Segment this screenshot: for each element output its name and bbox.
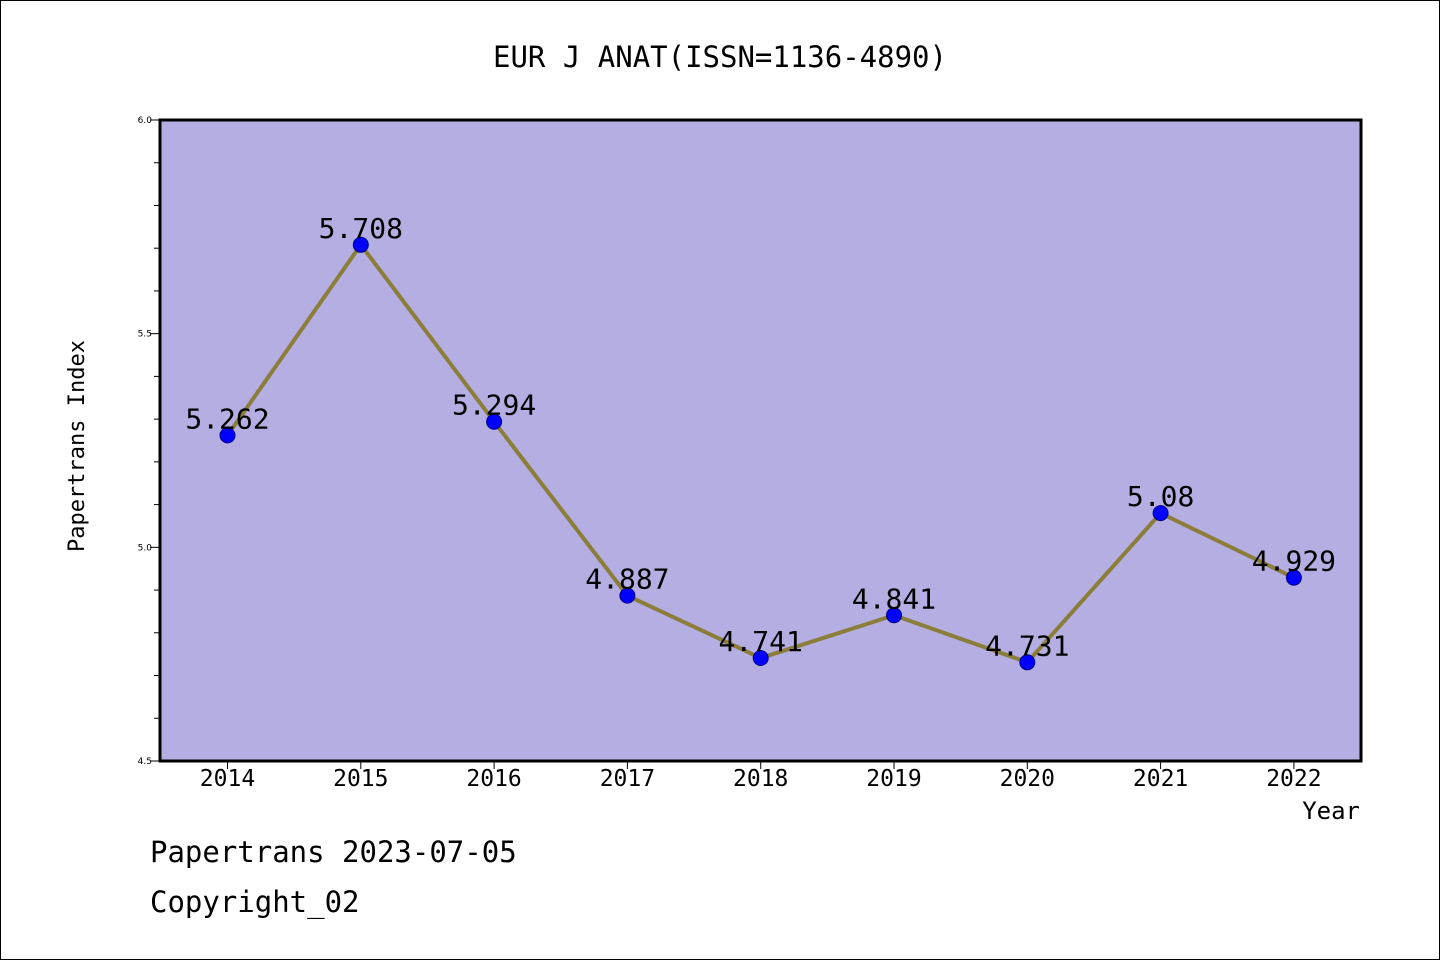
- x-tick-label: 2021: [1133, 766, 1188, 792]
- chart-title: EUR J ANAT(ISSN=1136-4890): [493, 40, 947, 74]
- y-tick-label: 4.5: [138, 757, 152, 767]
- x-tick-label: 2018: [733, 766, 788, 792]
- footer-copyright-text: Copyright_02: [150, 885, 360, 919]
- data-label: 4.887: [585, 563, 669, 596]
- data-point: [1285, 569, 1302, 586]
- data-point: [752, 650, 769, 667]
- footer-date-text: Papertrans 2023-07-05: [150, 835, 517, 869]
- y-tick-label: 6.0: [138, 116, 153, 126]
- data-label: 4.841: [852, 582, 936, 615]
- y-tick-label: 5.0: [138, 543, 153, 553]
- x-tick-label: 2020: [1000, 766, 1055, 792]
- data-label: 5.262: [185, 402, 269, 435]
- data-point: [1019, 654, 1036, 671]
- data-point: [486, 413, 503, 430]
- data-point: [886, 607, 902, 624]
- data-label: 5.08: [1127, 480, 1194, 513]
- data-point: [219, 427, 236, 444]
- data-point: [1152, 505, 1169, 522]
- x-tick-label: 2022: [1266, 766, 1321, 792]
- x-tick-label: 2019: [866, 766, 921, 792]
- data-point: [619, 587, 636, 604]
- data-label: 4.929: [1252, 545, 1336, 578]
- data-label: 4.731: [985, 629, 1069, 662]
- data-label: 5.708: [319, 212, 403, 245]
- plot-border: [158, 118, 1363, 763]
- data-label: 5.294: [452, 389, 536, 422]
- data-point: [352, 236, 369, 253]
- data-label: 4.741: [719, 625, 803, 658]
- x-tick-label: 2017: [600, 766, 655, 792]
- x-tick-label: 2014: [200, 766, 255, 792]
- y-axis-label: Papertrans Index: [65, 340, 90, 552]
- x-axis-label: Year: [1302, 797, 1360, 825]
- x-tick-label: 2015: [333, 766, 388, 792]
- x-tick-label: 2016: [466, 766, 521, 792]
- y-tick-label: 5.5: [138, 330, 152, 340]
